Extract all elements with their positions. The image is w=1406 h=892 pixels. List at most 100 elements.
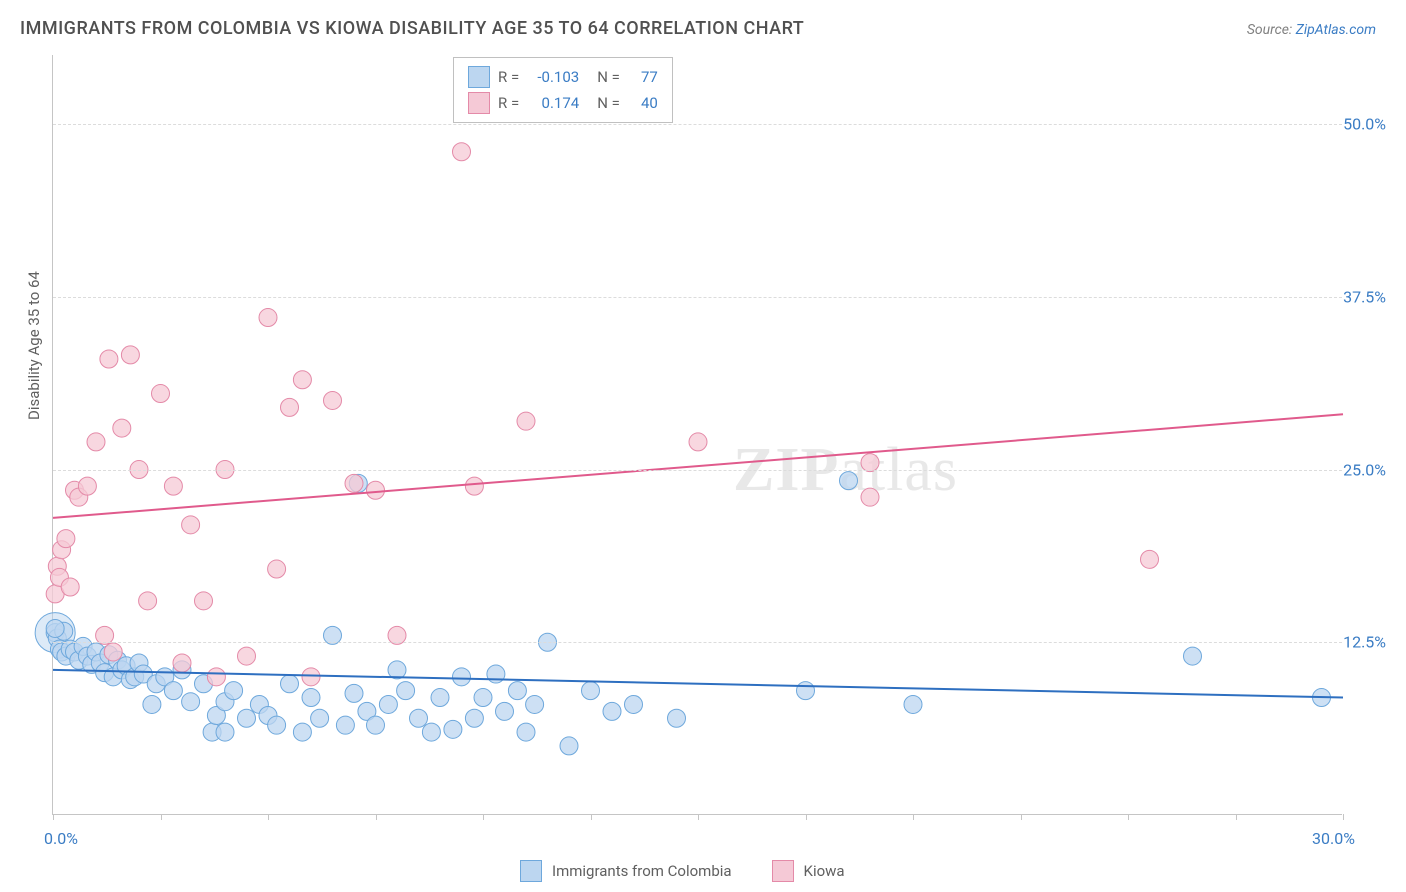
data-point xyxy=(164,477,182,495)
chart-title: IMMIGRANTS FROM COLOMBIA VS KIOWA DISABI… xyxy=(20,18,804,39)
x-tick xyxy=(913,814,914,820)
data-point xyxy=(207,668,225,686)
data-point xyxy=(508,682,526,700)
y-tick-label: 12.5% xyxy=(1343,633,1386,652)
x-tick xyxy=(483,814,484,820)
data-point xyxy=(517,723,535,741)
data-point xyxy=(238,709,256,727)
data-point xyxy=(496,702,514,720)
data-point xyxy=(225,682,243,700)
data-point xyxy=(625,695,643,713)
x-tick xyxy=(376,814,377,820)
data-point xyxy=(474,689,492,707)
x-tick xyxy=(53,814,54,820)
data-point xyxy=(517,412,535,430)
data-point xyxy=(100,350,118,368)
data-point xyxy=(238,647,256,665)
data-point xyxy=(216,723,234,741)
data-point xyxy=(46,619,64,637)
stats-row-series1: R = -0.103 N = 77 xyxy=(468,64,658,90)
stats-legend-box: R = -0.103 N = 77 R = 0.174 N = 40 xyxy=(453,57,673,123)
data-point xyxy=(668,709,686,727)
data-point xyxy=(431,689,449,707)
data-point xyxy=(152,385,170,403)
chart-plot-area: ZIPatlas R = -0.103 N = 77 R = 0.174 N =… xyxy=(52,55,1342,815)
r-label: R = xyxy=(498,68,519,86)
swatch-series2 xyxy=(468,92,490,114)
data-point xyxy=(689,433,707,451)
x-tick xyxy=(698,814,699,820)
data-point xyxy=(410,709,428,727)
data-point xyxy=(1184,647,1202,665)
data-point xyxy=(139,592,157,610)
data-point xyxy=(195,592,213,610)
data-point xyxy=(367,716,385,734)
y-tick-label: 25.0% xyxy=(1343,460,1386,479)
data-point xyxy=(797,682,815,700)
x-tick xyxy=(1343,814,1344,820)
data-point xyxy=(121,346,139,364)
data-point xyxy=(311,709,329,727)
x-tick xyxy=(1021,814,1022,820)
data-point xyxy=(345,474,363,492)
x-tick-label: 30.0% xyxy=(1312,829,1355,848)
n-label: N = xyxy=(597,94,620,112)
data-point xyxy=(526,695,544,713)
r-value-series2: 0.174 xyxy=(527,94,579,112)
data-point xyxy=(61,578,79,596)
x-tick xyxy=(268,814,269,820)
data-point xyxy=(465,477,483,495)
source-label: Source: xyxy=(1247,22,1296,38)
n-value-series2: 40 xyxy=(628,94,658,112)
gridline-h xyxy=(53,297,1342,298)
x-tick xyxy=(1236,814,1237,820)
trend-line xyxy=(53,414,1343,518)
r-label: R = xyxy=(498,94,519,112)
data-point xyxy=(345,684,363,702)
gridline-h xyxy=(53,124,1342,125)
x-tick xyxy=(1128,814,1129,820)
gridline-h xyxy=(53,642,1342,643)
data-point xyxy=(367,481,385,499)
x-tick xyxy=(591,814,592,820)
data-point xyxy=(293,723,311,741)
data-point xyxy=(560,737,578,755)
y-tick-label: 37.5% xyxy=(1343,287,1386,306)
legend-item-series2: Kiowa xyxy=(772,860,845,882)
data-point xyxy=(302,689,320,707)
legend-bottom: Immigrants from Colombia Kiowa xyxy=(520,860,845,882)
y-axis-label: Disability Age 35 to 64 xyxy=(25,271,43,420)
data-point xyxy=(104,643,122,661)
source-link[interactable]: ZipAtlas.com xyxy=(1296,22,1376,38)
data-point xyxy=(603,702,621,720)
data-point xyxy=(861,488,879,506)
data-point xyxy=(259,309,277,327)
x-tick xyxy=(806,814,807,820)
data-point xyxy=(182,693,200,711)
n-value-series1: 77 xyxy=(628,68,658,86)
data-point xyxy=(397,682,415,700)
swatch-series1 xyxy=(468,66,490,88)
data-point xyxy=(143,695,161,713)
data-point xyxy=(173,654,191,672)
data-point xyxy=(324,391,342,409)
data-point xyxy=(422,723,440,741)
data-point xyxy=(281,675,299,693)
data-point xyxy=(453,143,471,161)
data-point xyxy=(293,371,311,389)
stats-row-series2: R = 0.174 N = 40 xyxy=(468,90,658,116)
data-point xyxy=(465,709,483,727)
data-point xyxy=(444,720,462,738)
n-label: N = xyxy=(597,68,620,86)
data-point xyxy=(840,472,858,490)
swatch-series2 xyxy=(772,860,794,882)
trend-line xyxy=(53,670,1343,698)
y-tick-label: 50.0% xyxy=(1343,115,1386,134)
data-point xyxy=(336,716,354,734)
source-attribution: Source: ZipAtlas.com xyxy=(1247,22,1376,38)
legend-item-series1: Immigrants from Colombia xyxy=(520,860,732,882)
x-tick xyxy=(161,814,162,820)
legend-label-series2: Kiowa xyxy=(804,862,845,880)
scatter-plot-svg xyxy=(53,55,1342,814)
data-point xyxy=(582,682,600,700)
